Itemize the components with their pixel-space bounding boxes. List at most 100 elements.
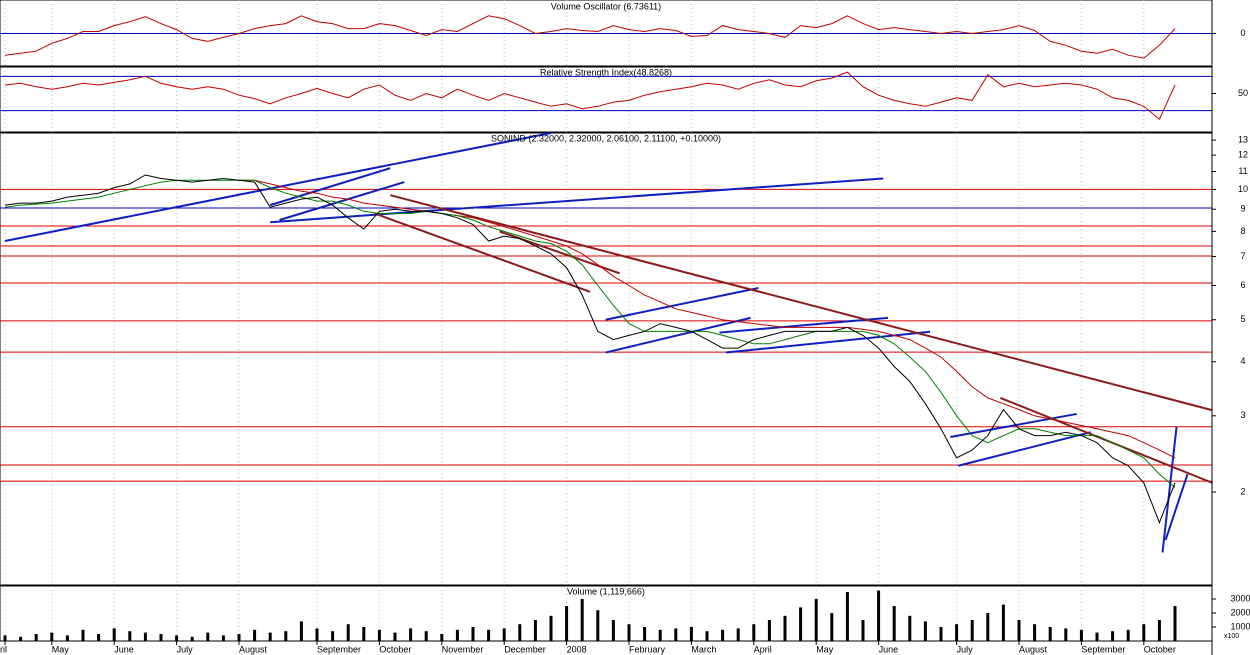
volume-bar — [596, 610, 600, 641]
volume-bar — [1111, 631, 1115, 641]
trend-line — [374, 212, 591, 293]
volume-bar — [689, 627, 693, 641]
trend-line — [390, 194, 1213, 412]
y-tick-label: 3 — [1240, 410, 1245, 420]
volume-bar — [253, 629, 257, 641]
unit-label: x100 — [1224, 633, 1239, 640]
volume-bar — [1157, 620, 1161, 641]
volume-bar — [424, 631, 428, 641]
series-line — [4, 174, 1176, 524]
y-tick-label: 30000 — [1230, 593, 1250, 603]
volume-bar — [705, 631, 709, 641]
trend-line — [605, 316, 751, 354]
trend-line — [957, 431, 1092, 467]
volume-bar — [565, 606, 569, 641]
trend-line — [4, 132, 552, 243]
volume-bar — [643, 627, 647, 641]
volume-bar — [580, 599, 584, 641]
volume-bar — [377, 629, 381, 641]
x-tick-label: November — [442, 644, 484, 654]
volume-bar — [206, 632, 210, 641]
volume-bar — [518, 624, 522, 641]
volume-bar — [97, 634, 101, 641]
volume-bar — [128, 631, 132, 641]
x-tick-label: September — [317, 644, 361, 654]
trend-line — [279, 181, 405, 221]
trend-line — [270, 177, 884, 224]
volume-bar — [752, 624, 756, 641]
y-tick-label: 8 — [1240, 226, 1245, 236]
volume-bar — [440, 634, 444, 641]
volume-bar — [455, 629, 459, 641]
trend-line — [725, 330, 931, 354]
series-line — [239, 179, 1176, 459]
volume-bar — [393, 632, 397, 641]
volume-bar — [783, 615, 787, 641]
volume-bar — [315, 628, 319, 641]
x-tick-label: September — [1081, 644, 1125, 654]
volume-bar — [877, 590, 881, 641]
volume-bar — [549, 615, 553, 641]
series-line — [4, 15, 1176, 59]
trend-line — [605, 287, 759, 321]
volume-bar — [471, 627, 475, 641]
x-tick-label: October — [1144, 644, 1176, 654]
x-tick-label: May — [816, 644, 834, 654]
x-tick-label: February — [629, 644, 666, 654]
trend-line — [269, 167, 391, 207]
volume-bar — [362, 627, 366, 641]
trend-line — [950, 412, 1077, 439]
volume-bar — [1079, 629, 1083, 641]
y-tick-label: 20000 — [1230, 607, 1250, 617]
x-tick-label: August — [1019, 644, 1048, 654]
volume-bar — [533, 620, 537, 641]
y-tick-label: 4 — [1240, 356, 1245, 366]
volume-bar — [955, 624, 959, 641]
volume-bar — [1126, 629, 1130, 641]
volume-bar — [3, 635, 7, 641]
volume-bar — [1048, 627, 1052, 641]
volume-bar — [268, 632, 272, 641]
volume-bar — [658, 629, 662, 641]
volume-bar — [487, 629, 491, 641]
volume-bar — [65, 635, 69, 641]
volume-bar — [736, 628, 740, 641]
volume-bar — [767, 620, 771, 641]
y-tick-label: 10000 — [1230, 621, 1250, 631]
volume-bar — [970, 620, 974, 641]
volume-bar — [1001, 604, 1005, 641]
volume-bar — [81, 629, 85, 641]
volume-bar — [237, 634, 241, 641]
volume-bar — [221, 635, 225, 641]
y-tick-label: 2 — [1240, 486, 1245, 496]
x-tick-label: March — [691, 644, 716, 654]
volume-bar — [1095, 632, 1099, 641]
volume-bar — [1033, 624, 1037, 641]
panel-title: SONIND (2.32000, 2.32000, 2.06100, 2.111… — [491, 133, 721, 143]
x-tick-label: December — [504, 644, 546, 654]
y-tick-label: 13 — [1238, 134, 1248, 144]
x-tick-label: August — [239, 644, 268, 654]
x-tick-label: July — [177, 644, 194, 654]
panel-title: Volume Oscillator (6.73611) — [551, 1, 661, 11]
volume-bar — [1142, 624, 1146, 641]
volume-bar — [845, 592, 849, 641]
volume-bar — [175, 635, 179, 641]
volume-bar — [1017, 620, 1021, 641]
volume-bar — [159, 634, 163, 641]
volume-bar — [939, 627, 943, 641]
volume-bar — [299, 621, 303, 641]
volume-bar — [611, 620, 615, 641]
volume-bar — [1173, 606, 1177, 641]
trend-line — [1164, 473, 1189, 541]
volume-bar — [284, 631, 288, 641]
series-line — [4, 71, 1176, 121]
y-tick-label: 0 — [1240, 28, 1245, 38]
volume-bar — [892, 606, 896, 641]
y-tick-label: 50 — [1238, 88, 1248, 98]
volume-bar — [346, 624, 350, 641]
volume-bar — [627, 624, 631, 641]
volume-bar — [721, 629, 725, 641]
